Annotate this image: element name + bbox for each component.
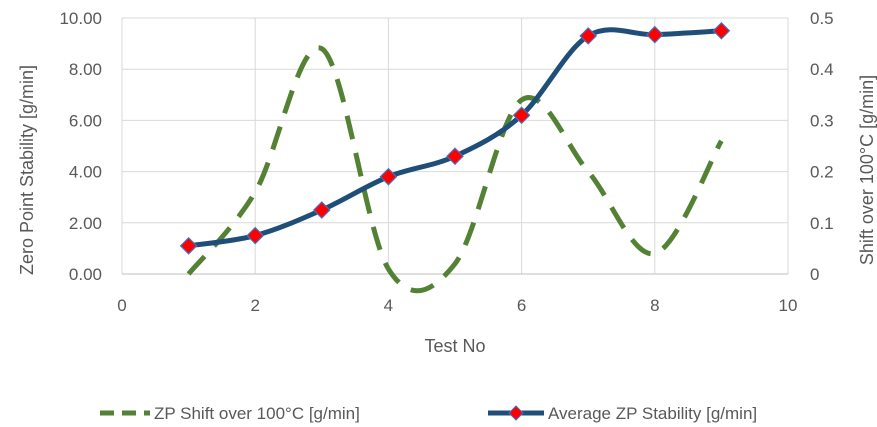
x-tick-label: 6 (517, 296, 526, 315)
series-layer (179, 21, 731, 294)
x-tick-label: 10 (779, 296, 798, 315)
x-tick-label: 0 (117, 296, 126, 315)
y-left-tick-label: 4.00 (69, 163, 102, 182)
y-left-tick-label: 8.00 (69, 60, 102, 79)
y-right-tick-label: 0.1 (810, 214, 834, 233)
data-point-marker (246, 226, 265, 245)
data-point-marker (312, 201, 331, 219)
data-point-marker (579, 27, 598, 45)
y-left-tick-label: 0.00 (69, 265, 102, 284)
axes: 0.00 2.00 4.00 6.00 8.00 10.00 0 0.1 0.2 0.3 0.4 0.… (59, 9, 833, 315)
y-axis-left-title: Zero Point Stability [g/min] (17, 65, 37, 275)
y-axis-right-title: Shift over 100°C [g/min] (857, 75, 877, 265)
y-right-tick-label: 0.4 (810, 60, 834, 79)
x-tick-label: 2 (250, 296, 259, 315)
y-right-tick-label: 0.5 (810, 9, 834, 28)
x-tick-label: 4 (384, 296, 393, 315)
data-point-marker (179, 236, 198, 255)
legend: ZP Shift over 100°C [g/min] Average ZP S… (100, 404, 757, 423)
y-left-tick-label: 6.00 (69, 111, 102, 130)
legend-diamond-marker (508, 405, 524, 421)
x-tick-label: 8 (650, 296, 659, 315)
x-axis-title: Test No (424, 336, 485, 356)
y-right-tick-label: 0 (810, 265, 819, 284)
data-point-marker (379, 167, 398, 186)
data-point-marker (446, 147, 464, 166)
legend-label-zp-shift: ZP Shift over 100°C [g/min] (154, 404, 360, 423)
y-right-tick-label: 0.2 (810, 163, 834, 182)
y-right-tick-label: 0.3 (810, 111, 834, 130)
legend-item-average-zp: Average ZP Stability [g/min] (488, 404, 757, 423)
data-point-marker (712, 21, 731, 40)
legend-item-zp-shift: ZP Shift over 100°C [g/min] (100, 404, 360, 423)
series-line-zp-shift (186, 45, 724, 294)
series-line-average-zp (186, 27, 724, 249)
y-left-tick-label: 2.00 (69, 214, 102, 233)
y-left-tick-label: 10.00 (59, 9, 102, 28)
data-point-marker (512, 106, 531, 125)
data-point-marker (645, 25, 664, 44)
gridlines (121, 17, 789, 275)
legend-label-average-zp: Average ZP Stability [g/min] (548, 404, 757, 423)
